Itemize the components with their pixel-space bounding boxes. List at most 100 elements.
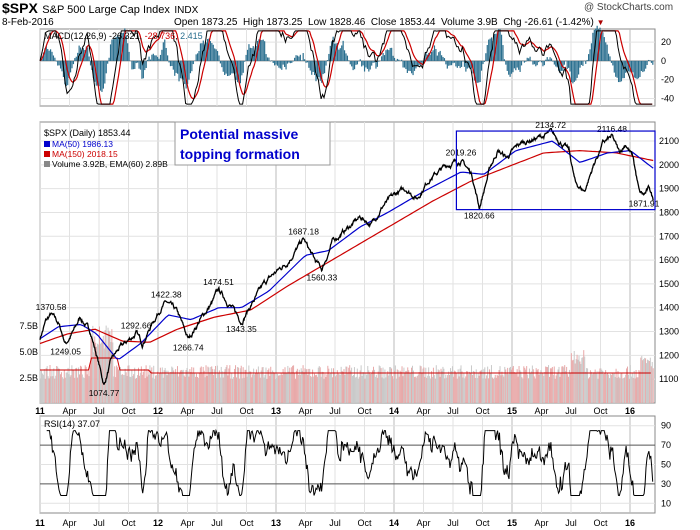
volume-bar [235, 365, 237, 403]
volume-bar [625, 374, 627, 403]
volume-bar [340, 366, 342, 403]
volume-bar [543, 375, 545, 403]
macd-histogram-bar [405, 60, 407, 70]
volume-bar [487, 366, 489, 403]
x-tick-label: 16 [625, 406, 635, 416]
macd-histogram-bar [323, 60, 326, 74]
volume-bar [630, 376, 632, 403]
volume-swatch-icon [44, 161, 50, 167]
volume-bar [109, 331, 111, 403]
volume-bar [537, 368, 539, 403]
volume-bar [366, 374, 368, 403]
volume-bar [556, 373, 558, 403]
volume-bar [403, 367, 405, 403]
volume-bar [475, 369, 477, 403]
volume-bar [582, 357, 584, 403]
volume-bar [233, 377, 235, 403]
x-tick-label: Jul [93, 518, 105, 528]
macd-histogram-bar [553, 60, 555, 65]
volume-bar [545, 366, 547, 403]
macd-histogram-bar [292, 60, 294, 62]
volume-bar [82, 377, 84, 403]
x-tick-label: 11 [35, 518, 45, 528]
macd-histogram-bar [241, 60, 243, 76]
volume-bar [363, 372, 365, 403]
macd-histogram-bar [169, 60, 172, 67]
volume-bar [627, 366, 629, 403]
volume-bar [185, 370, 187, 403]
macd-histogram-bar [181, 60, 183, 79]
macd-histogram-bar [139, 60, 142, 70]
volume-bar [261, 367, 263, 403]
volume-bar [126, 375, 128, 403]
macd-histogram-bar [316, 60, 319, 80]
macd-histogram-bar [371, 60, 373, 66]
macd-histogram-bar [215, 49, 217, 61]
macd-histogram-bar [322, 60, 324, 75]
macd-histogram-bar [196, 53, 199, 61]
volume-bar [461, 371, 463, 403]
volume-bar [186, 367, 188, 403]
x-tick-label: Apr [298, 518, 312, 528]
volume-bar [607, 373, 609, 403]
macd-histogram-bar [59, 60, 62, 69]
volume-bar [52, 376, 54, 403]
macd-histogram-bar [619, 60, 621, 83]
volume-bar [362, 372, 364, 403]
macd-histogram-bar [205, 42, 207, 61]
volume-bar [248, 365, 250, 403]
macd-histogram-bar [385, 50, 387, 61]
volume-bar [372, 366, 374, 403]
macd-histogram-bar [329, 45, 331, 61]
macd-histogram-bar [176, 60, 179, 74]
header-date: 8-Feb-2016 [2, 17, 54, 28]
volume-bar [428, 367, 430, 403]
macd-histogram-bar [214, 48, 216, 61]
macd-histogram-bar [51, 51, 53, 61]
macd-histogram-bar [312, 60, 314, 72]
volume-bar [200, 366, 202, 403]
macd-signal-value: -28.736 [145, 31, 176, 41]
macd-histogram-bar [460, 60, 463, 67]
macd-histogram-bar [219, 60, 222, 64]
macd-histogram-bar [178, 60, 180, 82]
volume-bar [236, 366, 238, 403]
macd-histogram-bar [345, 53, 347, 61]
volume-bar [401, 366, 403, 403]
volume-bar [459, 368, 461, 403]
volume-bar [379, 366, 381, 403]
volume-bar [249, 371, 251, 403]
volume-bar [509, 366, 511, 403]
volume-bar [558, 366, 560, 403]
volume-bar [50, 376, 52, 403]
volume-bar [601, 369, 603, 403]
volume-bar [598, 371, 600, 403]
volume-bar [528, 378, 530, 403]
volume-bar [370, 374, 372, 403]
macd-histogram-bar [55, 60, 57, 62]
volume-bar [618, 376, 620, 403]
volume-bar [157, 374, 159, 403]
volume-bar [79, 374, 81, 403]
macd-histogram-bar [533, 60, 535, 65]
macd-histogram-bar [97, 60, 99, 86]
volume-bar [519, 370, 521, 403]
volume-bar [154, 378, 156, 403]
volume-bar [129, 376, 131, 403]
macd-histogram-bar [198, 51, 200, 61]
volume-bar [251, 377, 253, 403]
price-tick-label: 1300 [659, 327, 679, 337]
macd-histogram-bar [456, 60, 458, 68]
macd-histogram-bar [238, 60, 240, 83]
volume-bar [78, 367, 80, 403]
volume-bar [303, 372, 305, 403]
volume-bar [629, 365, 631, 403]
volume-bar [636, 377, 638, 403]
volume-bar [102, 335, 104, 403]
macd-histogram-bar [479, 60, 481, 82]
volume-bar [264, 374, 266, 403]
macd-histogram-bar [429, 54, 431, 61]
volume-bar [312, 369, 314, 403]
x-tick-label: Apr [62, 518, 76, 528]
volume-bar [442, 366, 444, 403]
